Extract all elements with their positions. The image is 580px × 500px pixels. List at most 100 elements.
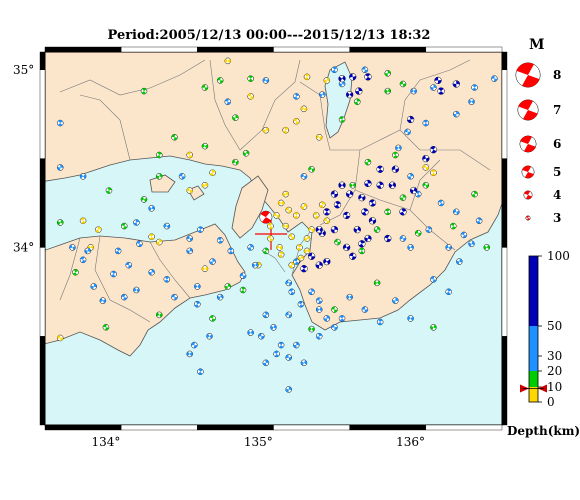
earthquake-event xyxy=(404,128,411,136)
earthquake-event xyxy=(407,244,414,251)
map-title: Period:2005/12/13 00:00---2015/12/13 18:… xyxy=(107,28,431,43)
earthquake-event xyxy=(358,240,366,248)
earthquake-event xyxy=(293,258,300,265)
earthquake-event xyxy=(346,90,354,99)
land-shodoshima xyxy=(149,174,176,193)
depth-color-band xyxy=(529,326,538,371)
earthquake-event xyxy=(282,126,289,134)
magnitude-legend-label: 8 xyxy=(553,68,561,82)
earthquake-event xyxy=(288,261,296,269)
earthquake-event xyxy=(216,77,224,84)
earthquake-event xyxy=(430,169,437,177)
earthquake-event xyxy=(285,206,292,214)
earthquake-event xyxy=(308,165,315,173)
land-shikoku xyxy=(45,223,246,357)
earthquake-event xyxy=(303,73,311,81)
earthquake-event xyxy=(282,222,289,230)
earthquake-event xyxy=(197,226,204,233)
earthquake-event xyxy=(239,286,247,294)
earthquake-event xyxy=(216,293,224,301)
lon-tick-label: 135° xyxy=(244,435,273,449)
earthquake-event xyxy=(349,73,357,81)
earthquake-event xyxy=(56,164,64,171)
earthquake-event xyxy=(355,87,363,95)
earthquake-event xyxy=(331,324,338,331)
earthquake-event xyxy=(450,222,457,230)
earthquake-event xyxy=(247,93,254,100)
earthquake-event xyxy=(338,74,346,83)
earthquake-event xyxy=(425,226,433,233)
earthquake-event xyxy=(346,190,354,198)
earthquake-event xyxy=(186,350,193,358)
depth-highlight-marker xyxy=(520,384,547,393)
earthquake-event xyxy=(247,329,254,336)
earthquake-event xyxy=(410,87,417,95)
earthquake-event xyxy=(69,244,76,251)
earthquake-event xyxy=(232,158,239,166)
earthquake-event xyxy=(224,57,232,65)
earthquake-event xyxy=(323,257,331,266)
earthquake-event xyxy=(303,247,311,255)
earthquake-event xyxy=(140,196,148,203)
earthquake-event xyxy=(361,208,369,216)
magnitude-legend-symbol xyxy=(523,190,533,200)
earthquake-event xyxy=(232,114,239,121)
earthquake-event xyxy=(373,226,381,233)
land-honshu xyxy=(45,52,502,331)
earthquake-event xyxy=(315,261,323,269)
earthquake-event xyxy=(407,173,414,180)
depth-scale-outline xyxy=(528,255,539,403)
earthquake-event xyxy=(273,350,280,358)
magnitude-legend-label: 5 xyxy=(553,165,561,179)
earthquake-event xyxy=(445,244,452,251)
earthquake-event xyxy=(293,341,300,349)
earthquake-event xyxy=(79,256,87,264)
lon-tick-label: 134° xyxy=(91,435,120,449)
earthquake-event xyxy=(364,158,372,166)
earthquake-event xyxy=(361,306,369,313)
earthquake-event xyxy=(110,270,117,278)
earthquake-event xyxy=(300,105,308,113)
earthquake-event xyxy=(262,126,270,134)
earthquake-event xyxy=(429,146,438,154)
earthquake-event xyxy=(105,187,113,194)
earthquake-event xyxy=(368,217,377,225)
earthquake-event xyxy=(388,181,396,189)
earthquake-event xyxy=(361,66,369,74)
land-awaji xyxy=(231,175,269,239)
earthquake-event xyxy=(156,238,163,246)
magnitude-legend-label: 7 xyxy=(553,103,561,117)
focal-mechanism-events xyxy=(56,57,498,393)
earthquake-event xyxy=(95,226,102,233)
earthquake-event xyxy=(491,75,498,82)
earthquake-event xyxy=(475,217,483,224)
earthquake-event xyxy=(422,119,430,127)
earthquake-event xyxy=(300,203,308,210)
earthquake-event xyxy=(114,247,122,255)
earthquake-event xyxy=(364,73,372,81)
earthquake-event xyxy=(296,244,303,251)
earthquake-event xyxy=(452,80,460,88)
earthquake-event xyxy=(171,134,178,141)
earthquake-event xyxy=(376,181,384,189)
earthquake-event xyxy=(460,231,468,239)
earthquake-event xyxy=(453,208,460,216)
earthquake-event xyxy=(56,334,64,342)
magnitude-legend-symbol xyxy=(515,62,541,88)
earthquake-event xyxy=(331,66,338,74)
earthquake-event xyxy=(247,244,254,251)
depth-tick-label: 20 xyxy=(547,364,562,378)
earthquake-event xyxy=(270,324,277,331)
earthquake-event xyxy=(430,276,437,283)
earthquake-event xyxy=(148,268,155,276)
earthquake-event xyxy=(384,234,392,243)
earthquake-event xyxy=(300,173,308,180)
earthquake-event xyxy=(422,164,430,171)
earthquake-event xyxy=(90,283,97,290)
earthquake-event xyxy=(323,315,331,322)
earthquake-event xyxy=(437,87,445,95)
axis-tick-labels: 35° 34° 134° 135° 136° xyxy=(13,63,425,449)
earthquake-event xyxy=(201,84,209,91)
earthquake-event xyxy=(293,212,300,219)
earthquake-event xyxy=(297,254,305,262)
